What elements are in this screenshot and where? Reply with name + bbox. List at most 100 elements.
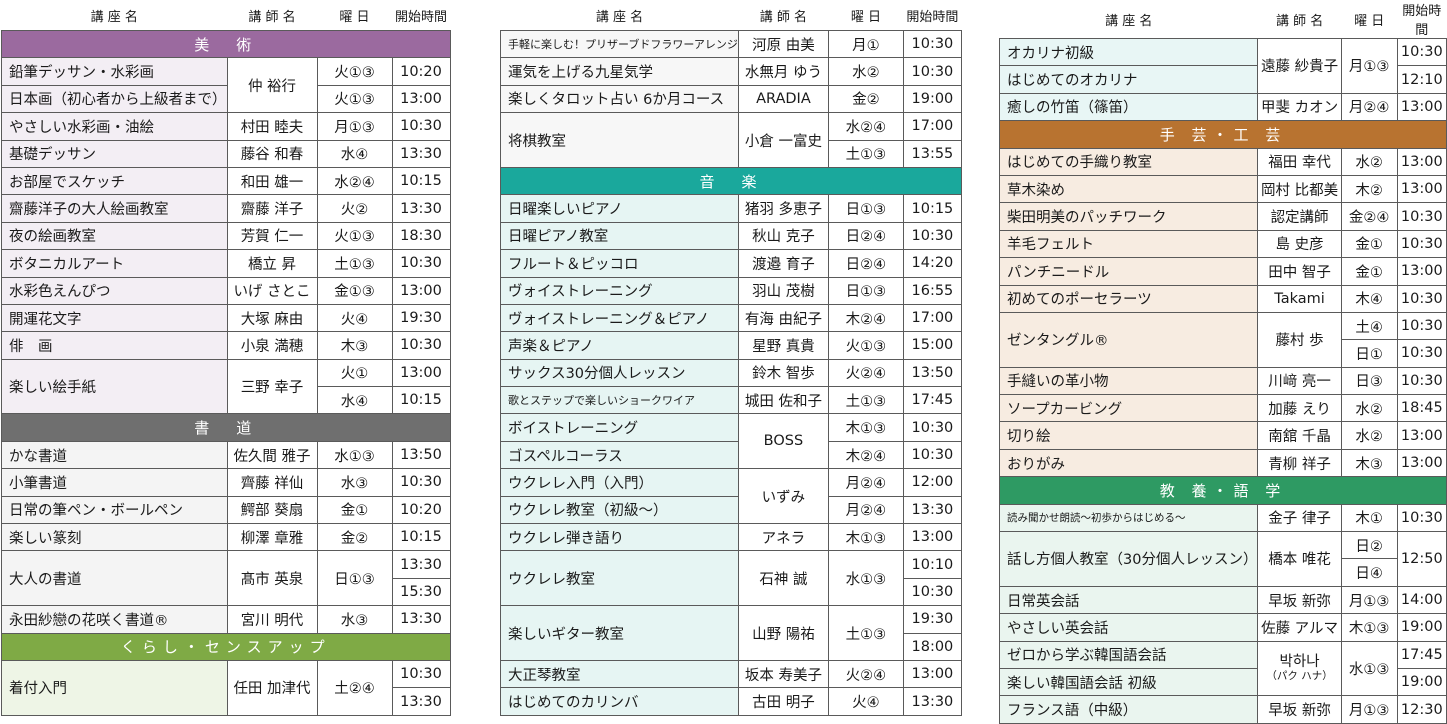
weekday-schedule: 木③ [1340, 448, 1398, 478]
teacher-name: 大塚 麻由 [226, 303, 318, 333]
course-row: 将棋教室 小倉 一富史 水②④ 17:00 [500, 112, 962, 168]
course-name: パンチニードル [998, 257, 1259, 286]
start-time: 10:10 [902, 550, 962, 579]
course-row: 夜の絵画教室 芳賀 仁一 火①③ 18:30 [1, 221, 451, 251]
course-row: 土①③ 13:55 [501, 139, 962, 168]
section-title: 音 楽 [500, 166, 962, 196]
course-name: お部屋でスケッチ [1, 166, 228, 196]
teacher-name: 青柳 祥子 [1257, 448, 1342, 478]
course-row: 読み聞かせ朗読～初歩からはじめる～ 金子 律子 木① 10:30 [998, 503, 1447, 533]
teacher-name: 髙市 英泉 [226, 550, 318, 607]
course-name: ゴスペルコーラス [500, 440, 739, 470]
teacher-name: 齋藤 洋子 [226, 194, 318, 223]
course-name: おりがみ [998, 448, 1259, 478]
weekday-schedule: 土①③ [827, 386, 904, 415]
course-row: 着付入門 任田 加津代 土②④ 10:30 [1, 659, 451, 716]
teacher-name: 猪羽 多恵子 [737, 194, 829, 223]
weekday-schedule: 日①③ [827, 194, 904, 223]
course-row: 楽しい絵手紙 三野 幸子 火① 13:00 [1, 358, 451, 415]
weekday-schedule: 金② [827, 84, 904, 114]
course-name: ヴォイストレーニング＆ピアノ [500, 303, 739, 333]
start-time: 10:20 [391, 57, 451, 86]
weekday-schedule: 日③ [1340, 366, 1398, 396]
start-time: 10:30 [902, 57, 962, 86]
start-time: 13:00 [902, 659, 962, 689]
course-row: 羊毛フェルト島 史彦 金① 10:30 [998, 229, 1447, 259]
course-row: 俳 画小泉 満穂 木③ 10:30 [1, 331, 451, 360]
weekday-schedule: 木② [1340, 174, 1398, 204]
course-row: パンチニードル 田中 智子 金① 13:00 [998, 257, 1447, 286]
course-row: 小筆書道 齊藤 祥仙 水③ 10:30 [1, 468, 451, 497]
course-row: 柴田明美のパッチワーク 認定講師 金②④ 10:30 [998, 202, 1447, 231]
weekday-schedule: 木③ [316, 331, 393, 360]
course-row: 水④ 10:15 [2, 386, 451, 415]
weekday-schedule: 月②④ [1340, 92, 1398, 122]
section-title: 手 芸・工 芸 [999, 120, 1447, 149]
course-name: ゼロから学ぶ韓国語会話 [998, 640, 1259, 669]
start-time: 13:00 [391, 84, 451, 114]
course-table: 講 座 名講 師 名曜 日開始時間美 術鉛筆デッサン・水彩画仲 裕行 火①③ 10:… [1, 0, 451, 716]
section-header: くらし・センスアップ [1, 632, 451, 661]
weekday-schedule: 水②④ [827, 112, 904, 141]
course-row: ソープカービング 加藤 えり 水② 18:45 [998, 394, 1447, 423]
course-row: やさしい水彩画・油絵 村田 睦夫 月①③ 10:30 [1, 112, 451, 141]
course-name: 基礎デッサン [1, 139, 228, 168]
weekday-schedule: 金② [316, 523, 393, 552]
teacher-name: 宮川 明代 [226, 605, 318, 634]
weekday-schedule: 土④ [1340, 311, 1398, 341]
start-time: 13:30 [902, 495, 962, 525]
teacher-name: 渡邉 育子 [737, 249, 829, 278]
teacher-name: 田中 智子 [1257, 257, 1342, 286]
start-time: 13:50 [391, 440, 451, 470]
course-name: 俳 画 [1, 331, 228, 360]
start-time: 10:30 [902, 577, 962, 607]
header-day: 曜 日 [850, 9, 881, 25]
course-row: 運気を上げる九星気学 水無月 ゆう 水② 10:30 [500, 57, 962, 86]
teacher-name: 鈴木 智歩 [737, 358, 829, 388]
course-row: ゼロから学ぶ韓国語会話 박하나 （パク ハナ） 水①③ 17:45 [998, 640, 1447, 697]
start-time: 13:50 [902, 358, 962, 388]
start-time: 13:30 [391, 194, 451, 223]
weekday-schedule: 火② [316, 194, 393, 223]
course-name: はじめてのオカリナ [998, 65, 1259, 94]
course-row: かな書道 佐久間 雅子 水①③ 13:50 [1, 440, 451, 470]
course-row: 草木染め 岡村 比都美 木② 13:00 [998, 174, 1447, 204]
course-name: 歌とステップで楽しいショークワイア [500, 386, 739, 415]
header-teacher: 講 師 名 [1275, 13, 1324, 29]
weekday-schedule: 土①③ [316, 249, 393, 278]
teacher-name: 早坂 新弥 [1257, 695, 1342, 724]
start-time: 19:00 [1396, 667, 1447, 697]
teacher-name: 金子 律子 [1257, 503, 1342, 533]
course-row: 癒しの竹笛（篠笛） 甲斐 カオン 月②④ 13:00 [998, 92, 1447, 122]
start-time: 10:30 [902, 440, 962, 470]
weekday-schedule: 水②④ [316, 166, 393, 196]
start-time: 19:30 [902, 605, 962, 634]
course-name: 大人の書道 [1, 550, 228, 607]
teacher-name-reading: （パク ハナ） [1266, 670, 1333, 683]
teacher-name: 橋本 唯花 [1257, 531, 1342, 587]
start-time: 12:10 [1396, 65, 1447, 94]
teacher-name: 城田 佐和子 [737, 386, 829, 415]
teacher-name: 橋立 昇 [226, 249, 318, 278]
start-time: 10:30 [391, 331, 451, 360]
teacher-name: 仲 裕行 [226, 57, 318, 114]
start-time: 19:00 [1396, 613, 1447, 642]
start-time: 10:30 [1396, 339, 1447, 368]
course-row: ボタニカルアート 橋立 昇土①③ 10:30 [1, 249, 451, 278]
start-time: 13:00 [391, 358, 451, 388]
teacher-name: 岡村 比都美 [1257, 174, 1342, 204]
start-time: 12:00 [902, 468, 962, 497]
section-header: 美 術 [1, 29, 451, 59]
teacher-name: 南舘 千晶 [1257, 421, 1342, 450]
start-time: 10:30 [1396, 366, 1447, 396]
section-header: 音 楽 [500, 166, 962, 196]
weekday-schedule: 土①③ [827, 605, 904, 661]
course-name: 羊毛フェルト [998, 229, 1259, 259]
course-row: 初めてのポーセラーツ Takami 木④ 10:30 [998, 284, 1447, 313]
weekday-schedule: 日②④ [827, 249, 904, 278]
teacher-name: 柳澤 章雅 [226, 523, 318, 552]
course-row: 日④ [1000, 558, 1447, 587]
course-row: 齋藤洋子の大人絵画教室 齋藤 洋子 火② 13:30 [1, 194, 451, 223]
teacher-name: 石神 誠 [737, 550, 829, 607]
course-row: ゴスペルコーラス 木②④ 10:30 [500, 440, 962, 470]
